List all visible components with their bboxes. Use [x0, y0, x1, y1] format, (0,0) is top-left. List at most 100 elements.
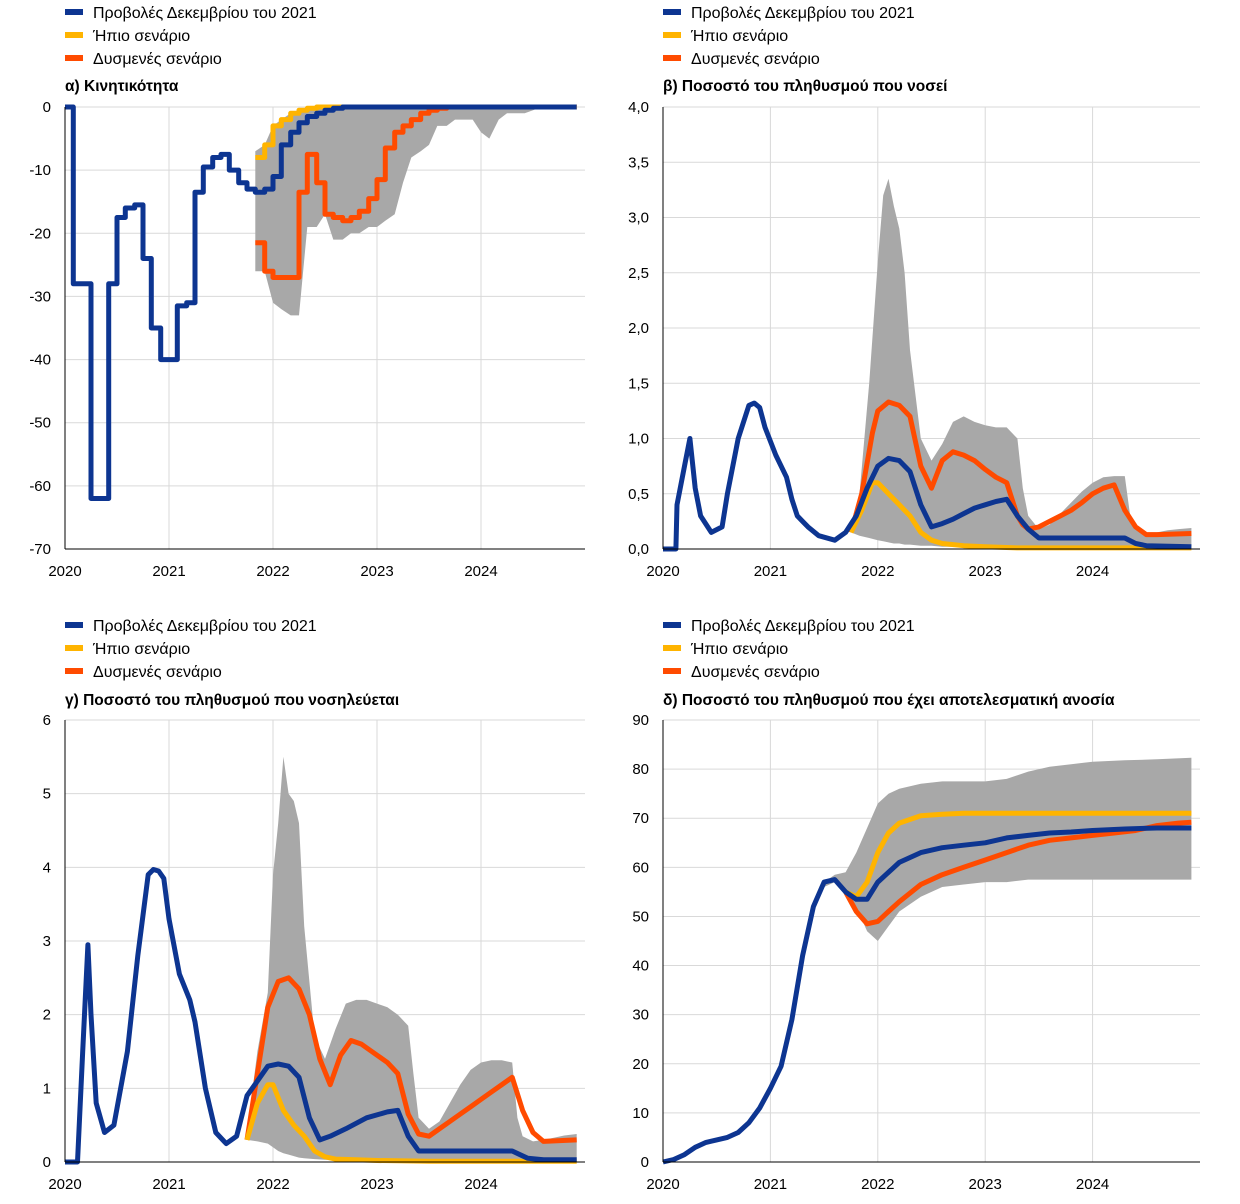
- uncertainty-band: [851, 178, 1192, 548]
- legend-label-severe-scenario: Δυσμενές σενάριο: [93, 664, 222, 681]
- series-line-december-projection: [65, 104, 577, 501]
- series-line-december-projection: [65, 867, 577, 1165]
- y-tick-label: 60: [632, 859, 649, 876]
- legend-label-severe-scenario: Δυσμενές σενάριο: [691, 664, 820, 681]
- y-tick-label: 20: [632, 1056, 649, 1073]
- legend-swatch-severe-scenario: [663, 55, 681, 61]
- x-tick-label: 2024: [464, 563, 497, 580]
- y-tick-label: -10: [29, 162, 51, 179]
- x-tick-label: 2023: [969, 563, 1002, 580]
- legend-label-mild-scenario: Ήπιο σενάριο: [92, 28, 190, 45]
- y-tick-label: 10: [632, 1105, 649, 1122]
- uncertainty-band: [247, 756, 577, 1162]
- y-tick-label: 0,0: [628, 541, 649, 558]
- y-tick-label: 90: [632, 712, 649, 729]
- series-line-mild-scenario: [844, 810, 1192, 900]
- panel-immunity-share: Προβολές Δεκεμβρίου του 2021 Ήπιο σενάριο…: [632, 618, 1200, 1193]
- y-tick-label: -60: [29, 478, 51, 495]
- legend-swatch-severe-scenario: [65, 668, 83, 674]
- y-tick-label: 1,0: [628, 431, 649, 448]
- y-tick-label: 1: [43, 1080, 51, 1097]
- legend-label-mild-scenario: Ήπιο σενάριο: [690, 28, 788, 45]
- legend-swatch-december-projection: [663, 9, 681, 15]
- y-tick-label: 6: [43, 712, 51, 729]
- y-tick-label: 1,5: [628, 375, 649, 392]
- y-tick-label: 3: [43, 933, 51, 950]
- y-tick-label: 40: [632, 958, 649, 975]
- legend-label-mild-scenario: Ήπιο σενάριο: [690, 641, 788, 658]
- series-line-mild-scenario: [244, 1082, 577, 1164]
- y-tick-label: -70: [29, 541, 51, 558]
- series-line-december-projection: [663, 400, 1192, 552]
- legend-swatch-mild-scenario: [663, 645, 681, 651]
- x-tick-label: 2021: [152, 1176, 185, 1193]
- y-tick-label: 4,0: [628, 99, 649, 116]
- y-tick-label: 4: [43, 859, 51, 876]
- y-tick-label: -20: [29, 225, 51, 242]
- legend-label-december-projection: Προβολές Δεκεμβρίου του 2021: [93, 5, 317, 22]
- x-tick-label: 2020: [646, 1176, 679, 1193]
- legend-swatch-mild-scenario: [65, 645, 83, 651]
- x-tick-label: 2020: [48, 563, 81, 580]
- legend-swatch-december-projection: [65, 622, 83, 628]
- x-tick-label: 2023: [360, 1176, 393, 1193]
- legend-label-december-projection: Προβολές Δεκεμβρίου του 2021: [93, 618, 317, 635]
- chart-title-infected-share: β) Ποσοστό του πληθυσμού που νοσεί: [663, 78, 948, 95]
- uncertainty-band: [255, 107, 577, 316]
- y-tick-label: 70: [632, 810, 649, 827]
- x-tick-label: 2023: [360, 563, 393, 580]
- legend-swatch-december-projection: [663, 622, 681, 628]
- x-tick-label: 2023: [969, 1176, 1002, 1193]
- y-tick-label: -50: [29, 415, 51, 432]
- y-tick-label: 50: [632, 908, 649, 925]
- x-tick-label: 2021: [152, 563, 185, 580]
- legend-swatch-december-projection: [65, 9, 83, 15]
- series-line-severe-scenario: [244, 975, 577, 1144]
- x-tick-label: 2022: [256, 1176, 289, 1193]
- x-tick-label: 2021: [754, 563, 787, 580]
- series-line-mild-scenario: [848, 480, 1192, 551]
- legend-label-december-projection: Προβολές Δεκεμβρίου του 2021: [691, 5, 915, 22]
- legend-label-december-projection: Προβολές Δεκεμβρίου του 2021: [691, 618, 915, 635]
- y-tick-label: 0: [43, 99, 51, 116]
- y-tick-label: 0: [641, 1154, 649, 1171]
- uncertainty-band: [824, 757, 1192, 941]
- y-tick-label: 0,5: [628, 486, 649, 503]
- y-tick-label: 5: [43, 786, 51, 803]
- x-tick-label: 2020: [646, 563, 679, 580]
- chart-title-hospitalised-share: γ) Ποσοστό του πληθυσμού που νοσηλεύεται: [65, 692, 399, 709]
- x-tick-label: 2022: [256, 563, 289, 580]
- x-tick-label: 2024: [464, 1176, 497, 1193]
- panel-infected-share: Προβολές Δεκεμβρίου του 2021 Ήπιο σενάριο…: [628, 5, 1200, 580]
- y-tick-label: 2,5: [628, 265, 649, 282]
- x-tick-label: 2024: [1076, 1176, 1109, 1193]
- x-tick-label: 2022: [861, 563, 894, 580]
- y-tick-label: 80: [632, 761, 649, 778]
- y-tick-label: -30: [29, 288, 51, 305]
- chart-title-immunity-share: δ) Ποσοστό του πληθυσμού που έχει αποτελ…: [663, 692, 1115, 709]
- y-tick-label: 2,0: [628, 320, 649, 337]
- legend-label-mild-scenario: Ήπιο σενάριο: [92, 641, 190, 658]
- legend-label-severe-scenario: Δυσμενές σενάριο: [93, 51, 222, 68]
- y-tick-label: 3,0: [628, 210, 649, 227]
- series-line-severe-scenario: [848, 399, 1192, 538]
- legend-label-severe-scenario: Δυσμενές σενάριο: [691, 51, 820, 68]
- y-tick-label: 2: [43, 1007, 51, 1024]
- x-tick-label: 2020: [48, 1176, 81, 1193]
- series-line-december-projection: [662, 825, 1192, 1165]
- x-tick-label: 2024: [1076, 563, 1109, 580]
- legend-swatch-severe-scenario: [663, 668, 681, 674]
- y-tick-label: -40: [29, 352, 51, 369]
- legend-swatch-severe-scenario: [65, 55, 83, 61]
- panel-hospitalised-share: Προβολές Δεκεμβρίου του 2021 Ήπιο σενάριο…: [43, 618, 585, 1193]
- y-tick-label: 3,5: [628, 154, 649, 171]
- x-tick-label: 2021: [754, 1176, 787, 1193]
- legend-swatch-mild-scenario: [65, 32, 83, 38]
- y-tick-label: 30: [632, 1007, 649, 1024]
- chart-title-mobility: α) Κινητικότητα: [65, 78, 179, 95]
- panel-mobility: Προβολές Δεκεμβρίου του 2021 Ήπιο σενάριο…: [29, 5, 585, 580]
- y-tick-label: 0: [43, 1154, 51, 1171]
- x-tick-label: 2022: [861, 1176, 894, 1193]
- legend-swatch-mild-scenario: [663, 32, 681, 38]
